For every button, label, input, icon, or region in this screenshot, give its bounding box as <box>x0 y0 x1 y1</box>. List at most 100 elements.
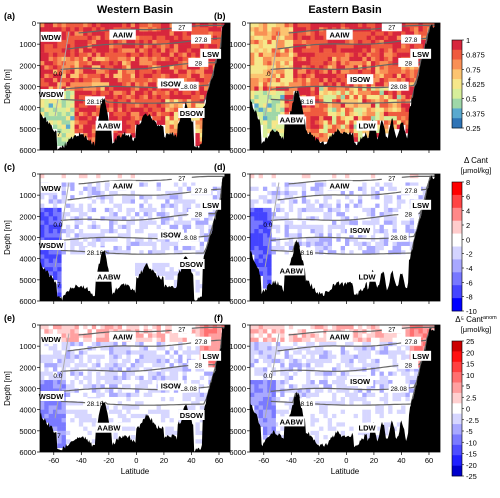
field-cell <box>48 220 54 226</box>
field-cell <box>100 186 106 192</box>
field-cell <box>87 39 93 45</box>
field-cell <box>353 207 359 213</box>
field-cell <box>40 61 45 66</box>
field-cell <box>48 23 54 28</box>
field-cell <box>366 212 372 217</box>
field-cell <box>357 61 363 66</box>
field-cell <box>91 430 97 436</box>
field-cell <box>130 233 136 238</box>
isoline <box>54 182 70 268</box>
field-cell <box>191 31 196 36</box>
water-mass-label: LSW <box>412 50 430 59</box>
field-cell <box>349 111 354 117</box>
field-cell <box>323 190 329 196</box>
field-cell <box>401 182 406 187</box>
field-cell <box>362 94 367 100</box>
field-cell <box>65 195 71 200</box>
field-cell <box>156 207 162 213</box>
field-cell <box>405 250 411 255</box>
field-cell <box>275 233 281 238</box>
field-cell <box>379 190 385 196</box>
field-cell <box>156 44 162 49</box>
field-cell <box>109 111 114 117</box>
field-cell <box>405 78 411 83</box>
field-cell <box>165 426 170 432</box>
field-cell <box>156 73 162 79</box>
field-cell <box>284 224 290 230</box>
field-cell <box>383 78 389 83</box>
field-cell <box>87 224 93 230</box>
field-cell <box>208 61 214 66</box>
field-cell <box>293 86 298 92</box>
field-cell <box>267 229 272 234</box>
field-cell <box>250 73 255 79</box>
field-cell <box>104 229 110 234</box>
field-cell <box>126 48 131 53</box>
field-cell <box>40 39 45 45</box>
field-cell <box>383 245 389 251</box>
field-cell <box>306 39 311 45</box>
water-mass-label-bg <box>346 225 374 236</box>
field-cell <box>323 258 329 264</box>
field-cell <box>336 229 341 234</box>
field-cell <box>113 245 119 251</box>
field-cell <box>332 124 337 130</box>
field-cell <box>52 203 58 209</box>
field-cell <box>117 203 123 209</box>
field-cell <box>143 212 149 217</box>
field-cell <box>91 380 97 385</box>
field-cell <box>61 120 67 125</box>
field-cell <box>160 254 166 259</box>
field-cell <box>362 82 367 87</box>
field-cell <box>388 61 393 66</box>
field-cell <box>254 250 259 255</box>
field-cell <box>262 44 268 49</box>
field-cell <box>345 220 350 226</box>
field-cell <box>87 27 93 32</box>
field-cell <box>104 224 110 230</box>
y-tick-label: 5000 <box>19 125 36 134</box>
field-cell <box>336 203 341 209</box>
field-cell <box>117 99 123 104</box>
field-cell <box>362 203 367 209</box>
field-cell <box>349 207 354 213</box>
field-cell <box>379 262 385 268</box>
field-cell <box>117 354 123 360</box>
field-cell <box>40 195 45 200</box>
field-cell <box>405 52 411 58</box>
field-cell <box>130 409 136 415</box>
field-cell <box>78 73 84 79</box>
field-cell <box>169 199 175 204</box>
field-cell <box>122 224 127 230</box>
field-cell <box>61 137 67 142</box>
field-cell <box>319 39 324 45</box>
field-cell <box>165 388 170 394</box>
field-cell <box>83 367 88 372</box>
field-cell <box>396 65 402 70</box>
field-cell <box>327 267 333 272</box>
field-cell <box>40 23 45 28</box>
field-cell <box>122 48 127 53</box>
field-cell <box>57 354 62 360</box>
field-cell <box>135 48 140 53</box>
field-cell <box>96 354 101 360</box>
field-cell <box>375 271 380 276</box>
field-cell <box>130 103 136 108</box>
field-cell <box>126 120 131 125</box>
field-cell <box>306 212 311 217</box>
field-cell <box>147 186 153 192</box>
field-cell <box>87 241 93 247</box>
field-cell <box>314 182 320 187</box>
field-cell <box>396 73 402 79</box>
field-cell <box>301 69 307 75</box>
field-cell <box>48 82 54 87</box>
field-cell <box>83 31 88 36</box>
field-cell <box>370 212 376 217</box>
field-cell <box>156 39 162 45</box>
field-cell <box>362 52 367 58</box>
field-cell <box>126 69 131 75</box>
field-cell <box>135 220 140 226</box>
field-cell <box>280 279 285 285</box>
field-cell <box>57 56 62 62</box>
field-cell <box>271 35 277 41</box>
